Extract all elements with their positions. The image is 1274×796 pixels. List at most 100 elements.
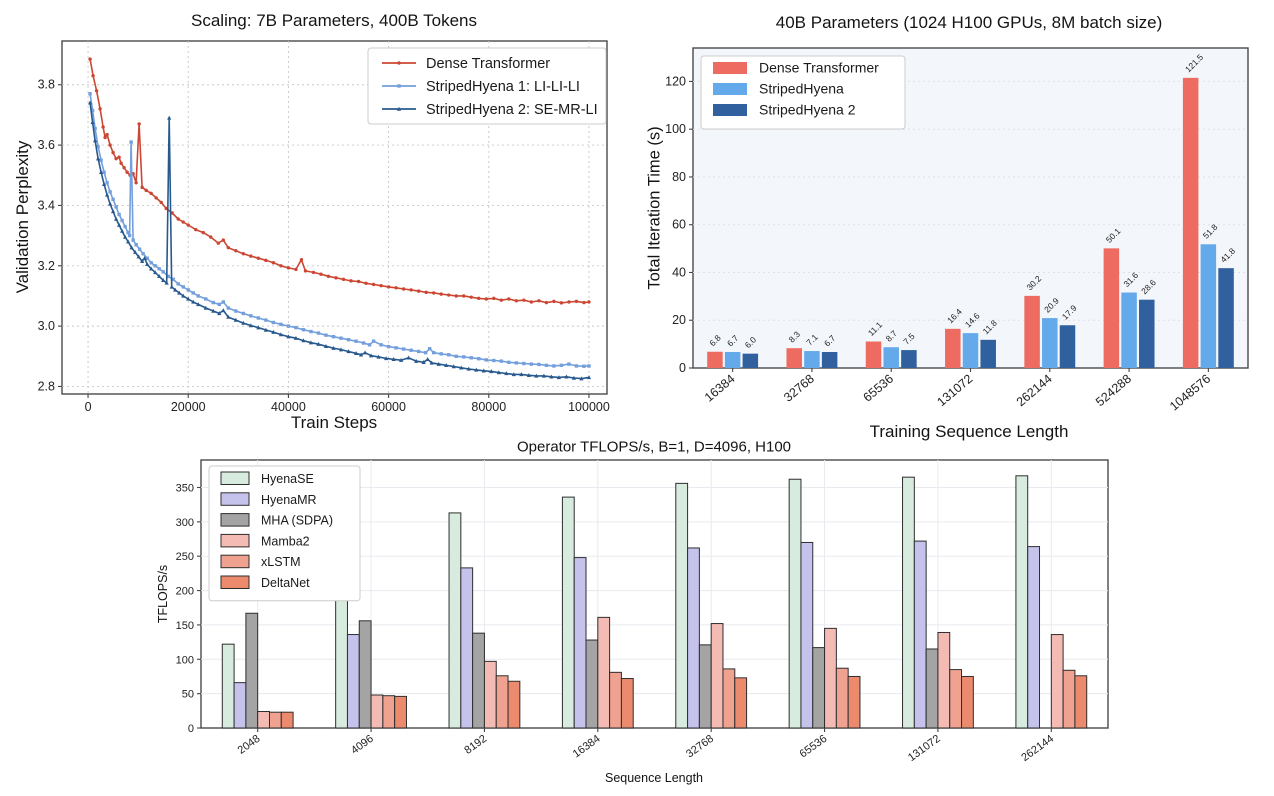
svg-text:3.8: 3.8 (38, 78, 55, 92)
bar-65536-4 (835, 667, 849, 729)
bar-2048-3 (257, 711, 270, 729)
bar-series-hyenamr (233, 540, 1041, 729)
bar-32768-0 (675, 482, 689, 729)
bar-32768-2 (698, 644, 712, 729)
bar-262144-1 (1042, 318, 1058, 368)
svg-text:350: 350 (176, 482, 194, 494)
bar-series-xlstm (268, 667, 1076, 729)
bar-4096-5 (394, 695, 407, 729)
bar-32768-1 (804, 351, 820, 368)
iteration-chart-ylabel: Total Iteration Time (s) (645, 126, 664, 290)
bar-2048-5 (280, 711, 294, 729)
bar-65536-3 (824, 627, 837, 729)
svg-text:3.6: 3.6 (38, 138, 55, 152)
line-chart-ticks: 0 20000 40000 60000 80000 100000 2.8 3.0 3.2 3.4 3… (38, 78, 610, 414)
svg-text:StripedHyena: StripedHyena (759, 81, 844, 97)
bar-32768-2 (821, 352, 838, 368)
bar-8192-3 (483, 660, 497, 729)
svg-text:StripedHyena 1: LI-LI-LI: StripedHyena 1: LI-LI-LI (426, 79, 580, 95)
bar-65536-1 (800, 541, 814, 729)
svg-text:8192: 8192 (462, 733, 489, 757)
bar-2048-1 (233, 682, 247, 729)
svg-text:Dense Transformer: Dense Transformer (426, 56, 550, 72)
bar-131072-2 (980, 339, 996, 368)
bar-524288-2 (1139, 299, 1155, 368)
bar-131072-4 (949, 669, 963, 729)
svg-text:200: 200 (176, 586, 194, 598)
svg-text:2048: 2048 (236, 733, 263, 757)
tflops-chart-xlabel: Sequence Length (604, 771, 704, 785)
bar-4096-1 (346, 634, 360, 729)
bar-65536-1 (883, 347, 899, 368)
line-chart-grid (62, 41, 607, 394)
bar-262144-5 (1074, 675, 1088, 729)
svg-text:3.2: 3.2 (38, 259, 55, 273)
svg-text:1048576: 1048576 (1167, 372, 1213, 414)
bar-16384-0 (561, 496, 575, 729)
svg-text:StripedHyena 2: StripedHyena 2 (759, 102, 856, 118)
line-chart-ylabel: Validation Perplexity (13, 140, 32, 294)
bar-131072-2 (925, 648, 939, 729)
bar-2048-0 (221, 643, 235, 729)
tflops-chart-ylabel: TFLOPS/s (156, 564, 170, 624)
bar-65536-0 (865, 341, 882, 368)
svg-text:80: 80 (672, 170, 686, 184)
bar-131072-0 (945, 328, 961, 368)
svg-text:150: 150 (176, 620, 194, 632)
line-chart-xlabel: Train Steps (290, 413, 378, 432)
svg-text:524288: 524288 (1093, 372, 1134, 410)
bar-16384-2 (585, 639, 599, 729)
bar-65536-2 (812, 647, 826, 729)
bar-32768-3 (710, 623, 724, 729)
bar-262144-1 (1027, 546, 1041, 729)
svg-text:16384: 16384 (571, 733, 603, 761)
bar-32768-0 (786, 348, 802, 368)
bar-16384-1 (573, 557, 587, 729)
svg-text:3.0: 3.0 (38, 319, 55, 333)
bar-262144-0 (1024, 295, 1040, 368)
bar-262144-4 (1062, 669, 1076, 729)
svg-text:2.8: 2.8 (38, 379, 55, 393)
line-series-stripedhyena-1-li-li-li (88, 92, 591, 368)
svg-text:131072: 131072 (934, 372, 975, 410)
bar-16384-4 (609, 671, 622, 729)
svg-text:Mamba2: Mamba2 (261, 534, 310, 548)
bar-chart-legend: HyenaSE HyenaMR MHA (SDPA) Mamba2 xLSTM Delta… (208, 465, 361, 602)
bar-65536-0 (788, 478, 802, 729)
svg-text:32768: 32768 (684, 733, 716, 761)
bar-1048576-0 (1182, 77, 1199, 369)
svg-text:262144: 262144 (1014, 372, 1055, 410)
bar-chart-legend: Dense Transformer StripedHyena StripedHyen… (700, 55, 906, 130)
svg-text:262144: 262144 (1019, 733, 1056, 764)
bar-32768-4 (722, 668, 736, 729)
svg-text:80000: 80000 (471, 400, 506, 414)
line-chart-legend: Dense Transformer StripedHyena 1: LI-LI-L… (367, 47, 607, 125)
bar-8192-0 (448, 512, 462, 729)
bar-262144-2 (1059, 325, 1076, 368)
svg-text:40: 40 (672, 265, 686, 279)
tflops-chart-title: Operator TFLOPS/s, B=1, D=4096, H100 (516, 438, 792, 456)
svg-text:120: 120 (665, 74, 686, 88)
bar-2048-4 (268, 711, 282, 729)
svg-text:DeltaNet: DeltaNet (261, 576, 310, 590)
bar-16384-1 (724, 352, 741, 368)
svg-text:100000: 100000 (568, 400, 610, 414)
svg-text:HyenaMR: HyenaMR (261, 493, 317, 507)
bar-chart (200, 459, 1109, 729)
svg-text:Dense Transformer: Dense Transformer (759, 60, 879, 76)
svg-text:32768: 32768 (781, 372, 817, 405)
svg-text:xLSTM: xLSTM (261, 555, 301, 569)
bar-1048576-2 (1218, 268, 1234, 368)
bar-8192-4 (495, 675, 509, 729)
svg-text:100: 100 (665, 122, 686, 136)
svg-text:65536: 65536 (861, 372, 897, 405)
line-series-dense-transformer (88, 57, 591, 305)
bar-16384-3 (597, 616, 611, 729)
svg-text:MHA (SDPA): MHA (SDPA) (261, 514, 333, 528)
bar-series-deltanet (280, 675, 1088, 729)
bar-131072-1 (913, 540, 927, 729)
svg-text:300: 300 (176, 517, 194, 529)
line-chart (61, 40, 608, 395)
